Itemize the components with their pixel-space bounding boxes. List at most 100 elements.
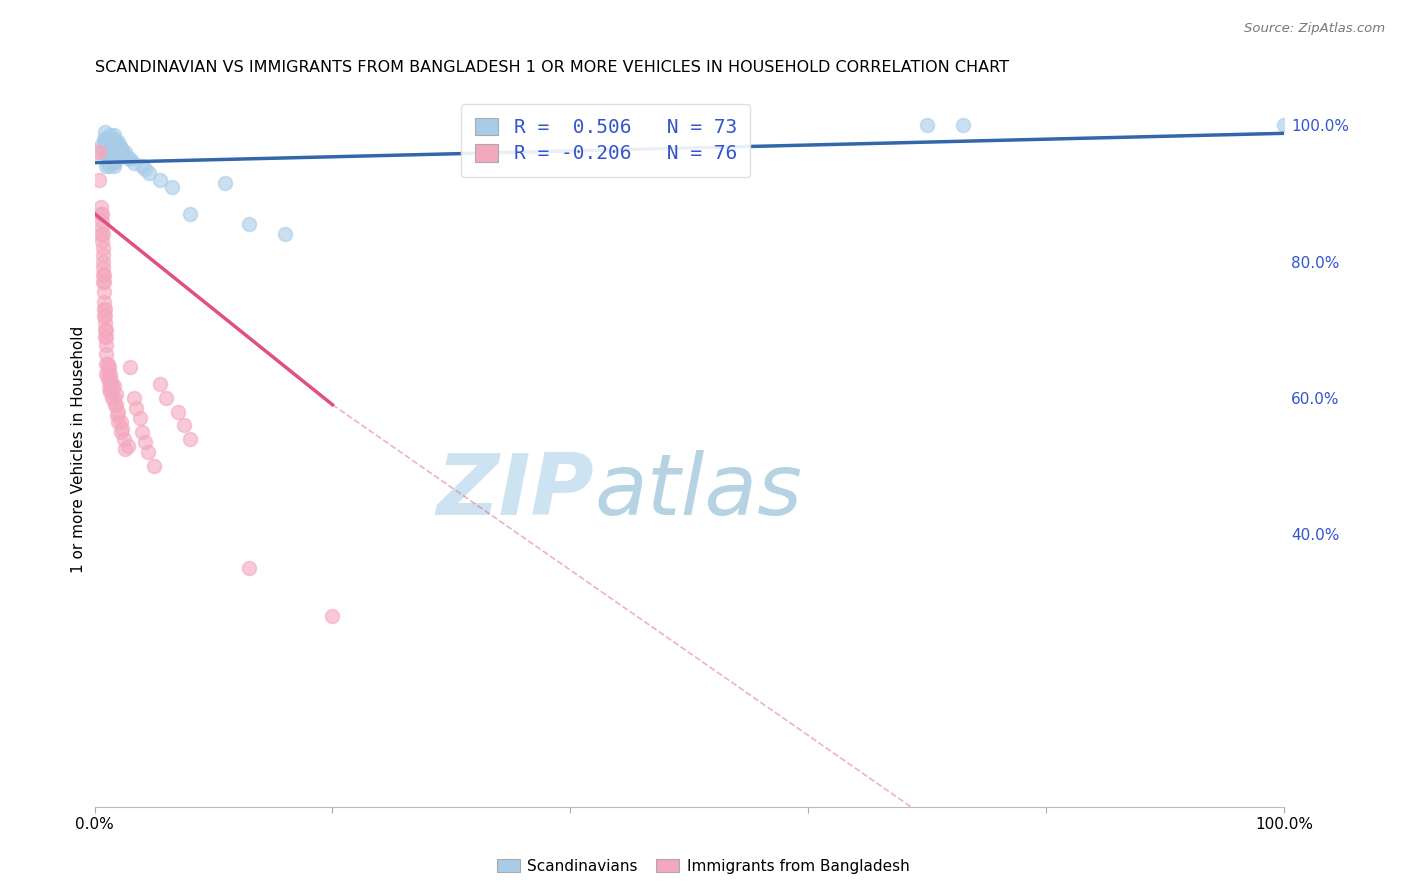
Point	[90, 234, 112, 248]
Point	[94, 309, 117, 323]
Point	[143, 458, 166, 473]
Point	[94, 329, 117, 343]
Point	[103, 132, 125, 146]
Point	[97, 357, 120, 371]
Point	[103, 391, 125, 405]
Point	[89, 207, 111, 221]
Point	[149, 172, 172, 186]
Point	[101, 153, 124, 168]
Point	[97, 363, 120, 377]
Point	[93, 309, 115, 323]
Point	[97, 159, 120, 173]
Point	[96, 337, 118, 351]
Point	[1272, 118, 1295, 132]
Point	[110, 415, 132, 429]
Point	[90, 207, 112, 221]
Point	[107, 415, 129, 429]
Point	[136, 445, 159, 459]
Point	[91, 145, 114, 160]
Point	[107, 142, 129, 156]
Point	[91, 275, 114, 289]
Point	[138, 166, 160, 180]
Point	[155, 391, 177, 405]
Point	[122, 155, 145, 169]
Point	[101, 140, 124, 154]
Point	[96, 329, 118, 343]
Point	[97, 360, 120, 375]
Point	[93, 275, 115, 289]
Point	[100, 135, 122, 149]
Point	[107, 135, 129, 149]
Point	[149, 377, 172, 392]
Point	[110, 425, 132, 439]
Point	[179, 207, 201, 221]
Point	[952, 118, 974, 132]
Point	[101, 391, 124, 405]
Point	[160, 179, 183, 194]
Point	[112, 432, 135, 446]
Point	[110, 142, 132, 156]
Point	[122, 391, 145, 405]
Point	[131, 159, 153, 173]
Point	[104, 149, 127, 163]
Point	[111, 421, 134, 435]
Point	[103, 159, 125, 173]
Point	[89, 227, 111, 242]
Point	[96, 159, 118, 173]
Point	[105, 408, 128, 422]
Point	[274, 227, 297, 242]
Point	[117, 439, 139, 453]
Point	[96, 346, 118, 360]
Point	[101, 378, 124, 392]
Point	[96, 145, 118, 160]
Point	[94, 302, 117, 317]
Point	[93, 268, 115, 282]
Point	[100, 374, 122, 388]
Point	[101, 144, 124, 158]
Point	[97, 142, 120, 156]
Point	[97, 381, 120, 395]
Point	[112, 149, 135, 163]
Point	[214, 176, 236, 190]
Point	[91, 261, 114, 276]
Point	[94, 125, 117, 139]
Point	[166, 404, 188, 418]
Point	[238, 217, 260, 231]
Point	[94, 323, 117, 337]
Point	[103, 135, 125, 149]
Point	[104, 145, 127, 160]
Point	[103, 128, 125, 143]
Point	[93, 302, 115, 317]
Point	[96, 367, 118, 381]
Point	[98, 128, 121, 143]
Point	[91, 227, 114, 242]
Point	[104, 142, 127, 156]
Text: Source: ZipAtlas.com: Source: ZipAtlas.com	[1244, 22, 1385, 36]
Point	[93, 138, 115, 153]
Point	[96, 323, 118, 337]
Point	[101, 136, 124, 151]
Point	[98, 385, 121, 400]
Point	[104, 398, 127, 412]
Point	[103, 145, 125, 160]
Point	[104, 387, 127, 401]
Point	[98, 142, 121, 156]
Point	[179, 432, 201, 446]
Point	[89, 145, 111, 160]
Point	[98, 138, 121, 153]
Point	[134, 162, 156, 177]
Point	[94, 316, 117, 330]
Point	[104, 398, 127, 412]
Point	[91, 268, 114, 282]
Point	[89, 138, 111, 153]
Point	[93, 295, 115, 310]
Point	[89, 172, 111, 186]
Point	[90, 213, 112, 227]
Point	[111, 145, 134, 160]
Point	[87, 145, 110, 160]
Point	[105, 145, 128, 160]
Point	[103, 142, 125, 156]
Point	[98, 145, 121, 160]
Point	[107, 404, 129, 418]
Point	[90, 220, 112, 235]
